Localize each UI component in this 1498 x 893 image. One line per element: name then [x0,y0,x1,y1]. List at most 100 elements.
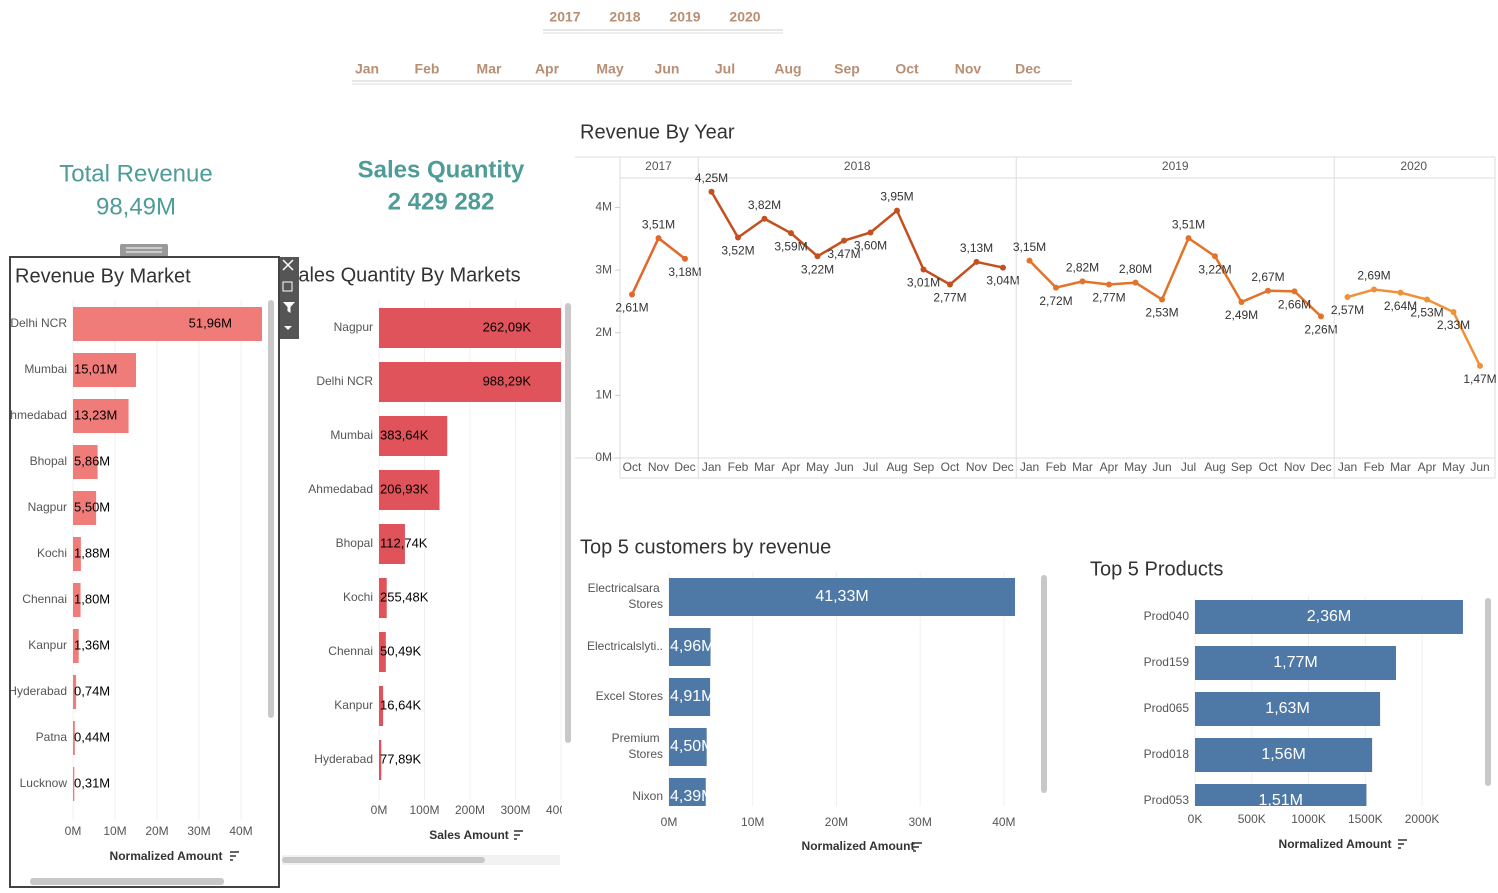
y-tick-label: 3M [595,262,612,276]
year-filter[interactable]: 2018 [609,9,640,25]
bar[interactable] [73,353,137,387]
data-label: 112,74K [380,535,428,550]
data-label: 0,44M [74,729,110,744]
bar[interactable] [669,628,711,666]
x-tick-label: Apr [782,460,801,474]
x-tick-label: 100M [409,803,439,817]
bar[interactable] [1195,738,1373,772]
x-tick-label: Oct [941,460,960,474]
data-label: 15,01M [74,361,117,376]
data-label: 3,22M [801,262,834,276]
bar[interactable] [379,416,448,456]
month-filter[interactable]: Dec [1015,61,1041,77]
data-label: 0,31M [74,775,110,790]
kpi-label: Sales Quantity [358,156,525,183]
axis-title: Sales Amount [429,828,509,842]
bar[interactable] [379,470,440,510]
bar[interactable] [73,307,291,341]
x-tick-label: 1000K [1291,812,1326,826]
data-label: 3,95M [880,190,913,204]
point [1424,296,1430,303]
bar[interactable] [379,308,561,348]
bar[interactable] [73,767,75,801]
bar[interactable] [379,686,384,726]
sort-icon[interactable] [913,842,922,852]
bar[interactable] [1195,600,1463,634]
y-tick-label: Mumbai [24,362,67,376]
data-label: 1,36M [74,637,110,652]
menu-icon[interactable] [284,326,292,330]
month-filter[interactable]: Oct [895,61,919,77]
sort-icon[interactable] [230,851,239,861]
filters: 2017 2018 2019 2020 Jan Feb Mar Apr May Jun Jul Aug… [352,9,1072,85]
bar[interactable] [73,537,81,571]
bar[interactable] [73,629,79,663]
month-filter[interactable]: Sep [834,61,860,77]
scrollbar[interactable] [30,878,224,885]
bar[interactable] [73,399,129,433]
point [682,255,688,262]
data-label: 2,36M [1307,608,1351,625]
bar[interactable] [73,675,77,709]
y-tick-label: Nagpur [334,320,373,334]
data-label: 2,72M [1039,294,1072,308]
bar[interactable] [1195,692,1381,726]
data-label: 3,01M [907,276,940,290]
bar[interactable] [73,583,81,617]
year-filter[interactable]: 2017 [549,9,580,25]
y-tick-label: Bhopal [30,454,67,468]
x-tick-label: 0M [661,815,678,829]
close-icon[interactable] [282,259,294,271]
scrollbar[interactable] [1041,575,1047,793]
popout-icon[interactable] [282,281,293,292]
month-filter[interactable]: Apr [535,61,560,77]
month-filter[interactable]: Jan [355,61,379,77]
scrollbar[interactable] [282,857,485,863]
filter-icon[interactable] [283,302,295,313]
y-tick-label: Delhi NCR [316,374,373,388]
scrollbar[interactable] [268,300,274,718]
point [1238,299,1245,306]
drag-handle[interactable] [120,244,168,257]
scrollbar[interactable] [1485,598,1491,786]
y-tick-label: Excel Stores [596,689,663,703]
month-filter[interactable]: Nov [955,61,982,77]
scrollbar[interactable] [565,303,571,743]
month-filter[interactable]: Jun [655,61,680,77]
x-tick-label: Mar [754,460,775,474]
point [867,229,874,236]
point [1450,309,1457,316]
x-tick-label: Jul [1181,460,1196,474]
bar[interactable] [73,491,97,525]
bar[interactable] [379,362,561,402]
bar[interactable] [669,678,711,716]
bar[interactable] [669,728,707,766]
y-tick-label: Kanpur [334,698,373,712]
month-filter[interactable]: Mar [477,61,502,77]
bar[interactable] [669,578,1016,616]
bar[interactable] [379,578,387,618]
kpis: Total Revenue 98,49M Sales Quantity 2 42… [59,156,525,220]
month-filter[interactable]: Aug [774,61,801,77]
bar[interactable] [379,524,405,564]
point [1000,264,1006,271]
bar[interactable] [1195,784,1367,818]
month-filter[interactable]: Feb [415,61,440,77]
data-label: 1,47M [1463,372,1496,386]
bar[interactable] [73,721,75,755]
month-filter[interactable]: May [596,61,623,77]
bar[interactable] [379,740,382,780]
sort-icon[interactable] [1398,839,1407,849]
year-filter[interactable]: 2019 [669,9,700,25]
sort-icon[interactable] [514,830,523,840]
month-filter[interactable]: Jul [715,61,735,77]
year-filter[interactable]: 2020 [729,9,760,25]
top-products: Top 5 Products Normalized Amount 0K 500K 100… [1090,558,1491,851]
data-label: 1,63M [1265,700,1309,717]
bar[interactable] [379,632,386,672]
bar[interactable] [669,778,706,816]
x-tick-label: Oct [1259,460,1278,474]
revenue-by-market: Revenue By Market Normalized Amount 0M 10M 2… [9,244,299,888]
bar[interactable] [73,445,98,479]
bar[interactable] [1195,646,1396,680]
